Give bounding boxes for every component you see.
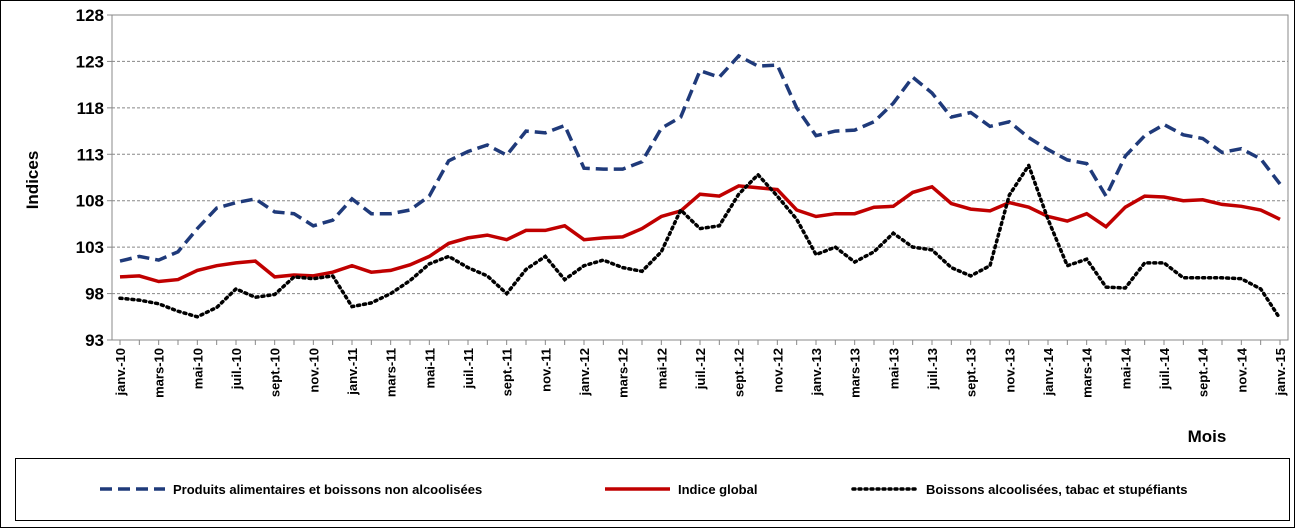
x-tick-label: janv.-10 (113, 348, 128, 396)
x-tick-label: sept.-14 (1196, 347, 1211, 397)
x-tick-label: nov.-14 (1234, 347, 1249, 392)
x-tick-label: juil.-13 (925, 348, 940, 390)
x-tick-label: juil.-12 (693, 348, 708, 390)
x-tick-label: sept.-11 (500, 348, 515, 396)
x-tick-label: mai-11 (422, 348, 437, 388)
x-tick-label: nov.-10 (306, 348, 321, 393)
legend-label: Produits alimentaires et boissons non al… (173, 482, 482, 497)
x-tick-label: juil.-14 (1157, 347, 1172, 390)
y-tick-label: 113 (77, 145, 104, 164)
x-tick-label: janv.-13 (809, 348, 824, 396)
x-tick-label: nov.-11 (538, 348, 553, 392)
y-tick-label: 98 (85, 285, 104, 304)
x-tick-label: mai-13 (886, 348, 901, 389)
y-axis-label: Indices (23, 151, 42, 210)
x-tick-label: juil.-11 (461, 348, 476, 389)
x-tick-label: mai-10 (190, 348, 205, 389)
series-line (119, 53, 1282, 263)
x-tick-label: janv.-15 (1273, 348, 1288, 396)
legend-label: Indice global (678, 482, 757, 497)
x-tick-label: mars-10 (152, 348, 167, 398)
x-tick-label: mars-12 (616, 348, 631, 398)
y-tick-label: 108 (76, 192, 104, 211)
x-tick-label: mai-12 (654, 348, 669, 389)
y-tick-label: 128 (76, 6, 104, 25)
y-tick-label: 93 (85, 331, 104, 350)
x-tick-label: mars-13 (848, 348, 863, 398)
x-tick-label: sept.-10 (268, 348, 283, 397)
x-tick-label: janv.-12 (577, 348, 592, 396)
series-line (119, 184, 1281, 284)
x-axis-label: Mois (1188, 427, 1227, 446)
x-tick-label: nov.-13 (1002, 348, 1017, 393)
x-tick-label: mars-14 (1080, 347, 1095, 398)
y-tick-label: 118 (77, 99, 104, 118)
x-tick-label: juil.-10 (229, 348, 244, 390)
x-tick-label: sept.-13 (964, 348, 979, 397)
y-tick-label: 123 (76, 52, 104, 71)
y-tick-label: 103 (76, 238, 104, 257)
x-tick-label: mars-11 (384, 348, 399, 397)
x-tick-label: sept.-12 (732, 348, 747, 397)
legend-label: Boissons alcoolisées, tabac et stupéfian… (926, 482, 1188, 497)
x-tick-label: janv.-11 (345, 348, 360, 396)
series-line (118, 161, 1282, 321)
x-tick-label: janv.-14 (1041, 347, 1056, 396)
x-tick-label: nov.-12 (770, 348, 785, 393)
x-tick-label: mai-14 (1118, 347, 1133, 389)
